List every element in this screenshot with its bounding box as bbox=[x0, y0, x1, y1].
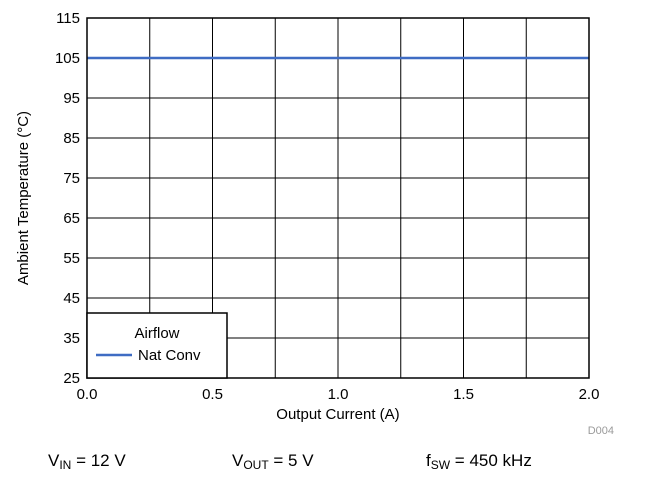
y-tick-label: 95 bbox=[63, 90, 80, 107]
legend-box bbox=[86, 312, 228, 379]
condition-vin: VIN = 12 V bbox=[48, 451, 126, 472]
fsw-value: = 450 kHz bbox=[450, 451, 532, 470]
fsw-symbol: f bbox=[426, 451, 431, 470]
vout-value: = 5 V bbox=[268, 451, 314, 470]
y-tick-label: 55 bbox=[63, 250, 80, 267]
legend-entry-nat-conv: Nat Conv bbox=[138, 347, 201, 364]
x-tick-label: 0.5 bbox=[202, 386, 223, 403]
y-tick-label: 45 bbox=[63, 290, 80, 307]
x-tick-label: 1.0 bbox=[328, 386, 349, 403]
vin-subscript: IN bbox=[59, 458, 72, 472]
vin-symbol: V bbox=[48, 451, 60, 470]
legend-title: Airflow bbox=[134, 325, 179, 342]
vin-value: = 12 V bbox=[71, 451, 126, 470]
vout-symbol: V bbox=[232, 451, 244, 470]
vout-subscript: OUT bbox=[243, 458, 269, 472]
y-tick-label: 75 bbox=[63, 170, 80, 187]
chart: 25 35 45 55 65 75 85 95 105 115 0.0 0.5 1.0 1.5 2.0 O… bbox=[15, 10, 614, 437]
operating-conditions: VIN = 12 V VOUT = 5 V fSW = 450 kHz bbox=[0, 451, 647, 479]
y-tick-label: 105 bbox=[55, 50, 80, 67]
legend: Airflow Nat Conv bbox=[86, 312, 228, 379]
y-tick-label: 25 bbox=[63, 370, 80, 387]
y-tick-label: 115 bbox=[56, 10, 80, 27]
figure-id: D004 bbox=[588, 425, 614, 437]
y-tick-label: 85 bbox=[63, 130, 80, 147]
y-tick-label: 65 bbox=[63, 210, 80, 227]
y-axis-label: Ambient Temperature (°C) bbox=[15, 111, 32, 285]
x-axis-ticks: 0.0 0.5 1.0 1.5 2.0 bbox=[77, 386, 600, 403]
x-tick-label: 1.5 bbox=[453, 386, 474, 403]
plot-frame bbox=[86, 17, 590, 379]
x-axis-label: Output Current (A) bbox=[276, 406, 399, 423]
condition-vout: VOUT = 5 V bbox=[232, 451, 314, 472]
x-tick-label: 2.0 bbox=[579, 386, 600, 403]
y-tick-label: 35 bbox=[63, 330, 80, 347]
fsw-subscript: SW bbox=[430, 458, 451, 472]
x-tick-label: 0.0 bbox=[77, 386, 98, 403]
condition-fsw: fSW = 450 kHz bbox=[426, 451, 532, 472]
y-axis-ticks: 25 35 45 55 65 75 85 95 105 115 bbox=[55, 10, 80, 387]
grid bbox=[87, 18, 589, 378]
